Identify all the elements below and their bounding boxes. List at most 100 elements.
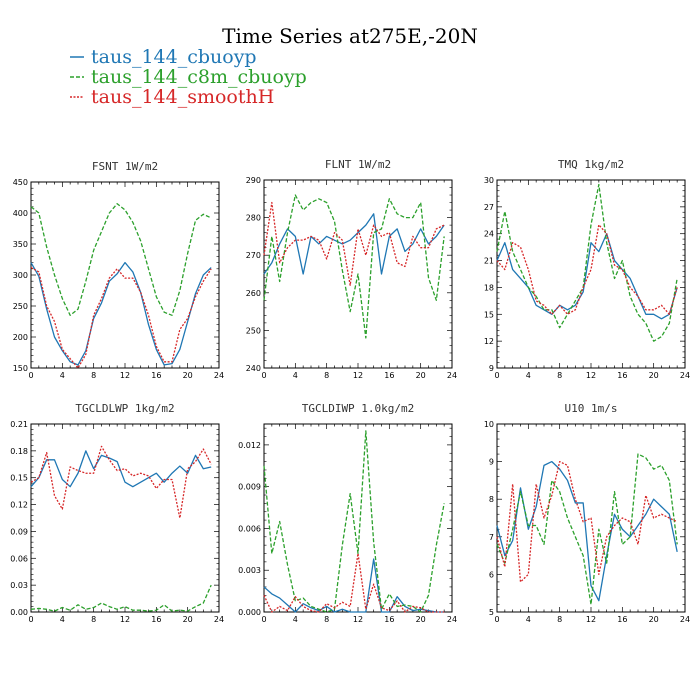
series-line-c8m: [30, 203, 212, 316]
y-tick-label: 0.12: [10, 501, 28, 510]
y-tick-label: 400: [13, 209, 28, 218]
panel-title: TGCLDLWP 1kg/m2: [75, 402, 174, 415]
x-tick-label: 24: [680, 615, 690, 624]
y-tick-label: 290: [246, 176, 261, 185]
y-tick-label: 0.03: [10, 581, 28, 590]
x-tick-label: 12: [120, 371, 130, 380]
x-tick-label: 12: [586, 371, 596, 380]
y-tick-label: 300: [13, 271, 28, 280]
series-line-cbuoyp: [263, 213, 445, 275]
y-tick-label: 0.06: [10, 554, 28, 563]
series-line-c8m: [496, 183, 678, 342]
x-tick-label: 20: [183, 371, 193, 380]
y-tick-label: 6: [489, 570, 494, 579]
y-tick-label: 240: [246, 364, 261, 373]
x-tick-label: 20: [416, 615, 426, 624]
y-tick-label: 7: [489, 533, 494, 542]
series-line-c8m: [30, 584, 212, 612]
x-tick-label: 0: [494, 615, 499, 624]
y-tick-label: 5: [489, 608, 494, 617]
series-line-smooth: [30, 266, 212, 369]
panel-title: TGCLDIWP 1.0kg/m2: [302, 402, 415, 415]
panel-2: FLNT 1W/m2 0 4 8 12 16 20 24 240 250 260 270 280 290: [246, 158, 457, 380]
y-tick-label: 270: [246, 251, 261, 260]
x-tick-label: 20: [649, 615, 659, 624]
y-tick-label: 0.000: [238, 608, 261, 617]
y-tick-label: 0.21: [10, 420, 28, 429]
y-tick-label: 250: [246, 326, 261, 335]
x-tick-label: 8: [324, 615, 329, 624]
series-line-cbuoyp: [30, 261, 212, 366]
x-tick-label: 8: [324, 371, 329, 380]
x-tick-label: 8: [557, 371, 562, 380]
x-tick-label: 16: [151, 615, 161, 624]
y-tick-label: 10: [484, 420, 494, 429]
x-tick-label: 16: [384, 615, 394, 624]
legend: taus_144_cbuoyp taus_144_c8m_cbuoyp taus…: [70, 46, 307, 108]
x-tick-label: 12: [586, 615, 596, 624]
x-tick-label: 4: [526, 371, 531, 380]
y-tick-label: 450: [13, 178, 28, 187]
x-tick-label: 20: [416, 371, 426, 380]
x-tick-label: 0: [261, 615, 266, 624]
x-tick-label: 0: [494, 371, 499, 380]
x-tick-label: 24: [214, 371, 224, 380]
y-tick-label: 260: [246, 289, 261, 298]
series-line-smooth: [30, 445, 212, 519]
x-tick-label: 16: [617, 615, 627, 624]
x-tick-label: 24: [214, 615, 224, 624]
x-tick-label: 16: [384, 371, 394, 380]
legend-label-cbuoyp: taus_144_cbuoyp: [91, 46, 257, 68]
x-tick-label: 8: [557, 615, 562, 624]
y-tick-label: 21: [484, 257, 494, 266]
series-line-smooth: [496, 460, 678, 583]
y-tick-label: 18: [484, 283, 494, 292]
y-tick-label: 0.09: [10, 527, 28, 536]
series-line-c8m: [496, 453, 678, 606]
panels: FSNT 1W/m20 4 8 12 16 20 241502002503003504004…: [10, 158, 690, 624]
series-line-c8m: [263, 430, 445, 613]
y-tick-label: 12: [484, 337, 494, 346]
plot-frame: [496, 179, 686, 369]
y-tick-label: 0.003: [238, 566, 261, 575]
x-tick-label: 12: [353, 371, 363, 380]
figure-title: Time Series at275E,-20N: [222, 24, 478, 48]
y-tick-label: 15: [484, 310, 494, 319]
series-line-smooth: [263, 552, 445, 613]
x-tick-label: 24: [680, 371, 690, 380]
panel-title: FSNT 1W/m2: [92, 160, 158, 173]
y-tick-label: 30: [484, 176, 494, 185]
y-tick-label: 200: [13, 333, 28, 342]
series-line-c8m: [263, 194, 445, 339]
x-tick-label: 0: [28, 615, 33, 624]
y-tick-label: 250: [13, 302, 28, 311]
y-tick-label: 8: [489, 495, 494, 504]
panel-title: TMQ 1kg/m2: [558, 158, 624, 171]
y-tick-label: 0.006: [238, 524, 261, 533]
legend-entry-c8m: taus_144_c8m_cbuoyp: [70, 66, 307, 88]
x-tick-label: 24: [447, 615, 457, 624]
plot-frame: [30, 423, 220, 613]
y-tick-label: 27: [484, 203, 494, 212]
x-tick-label: 20: [183, 615, 193, 624]
x-tick-label: 20: [649, 371, 659, 380]
x-tick-label: 8: [91, 371, 96, 380]
x-tick-label: 4: [526, 615, 531, 624]
legend-label-smooth: taus_144_smoothH: [91, 86, 274, 108]
panel-3: TMQ 1kg/m2 0 4 8 12 16 20 24 9 12 15 18 21 24 27 30: [484, 158, 690, 380]
x-tick-label: 24: [447, 371, 457, 380]
y-tick-label: 0.00: [10, 608, 28, 617]
x-tick-label: 12: [353, 615, 363, 624]
legend-entry-cbuoyp: taus_144_cbuoyp: [70, 46, 257, 68]
x-tick-label: 8: [91, 615, 96, 624]
y-tick-label: 0.15: [10, 474, 28, 483]
y-tick-label: 350: [13, 240, 28, 249]
panel-1: FSNT 1W/m2 0 4 8 12 16 20 24 150 200 250 300 350 400 4…: [13, 160, 224, 380]
x-tick-label: 16: [151, 371, 161, 380]
x-tick-label: 0: [28, 371, 33, 380]
y-tick-label: 150: [13, 364, 28, 373]
x-tick-label: 4: [60, 371, 65, 380]
y-tick-label: 280: [246, 214, 261, 223]
series-line-cbuoyp: [30, 450, 212, 488]
x-tick-label: 4: [293, 371, 298, 380]
